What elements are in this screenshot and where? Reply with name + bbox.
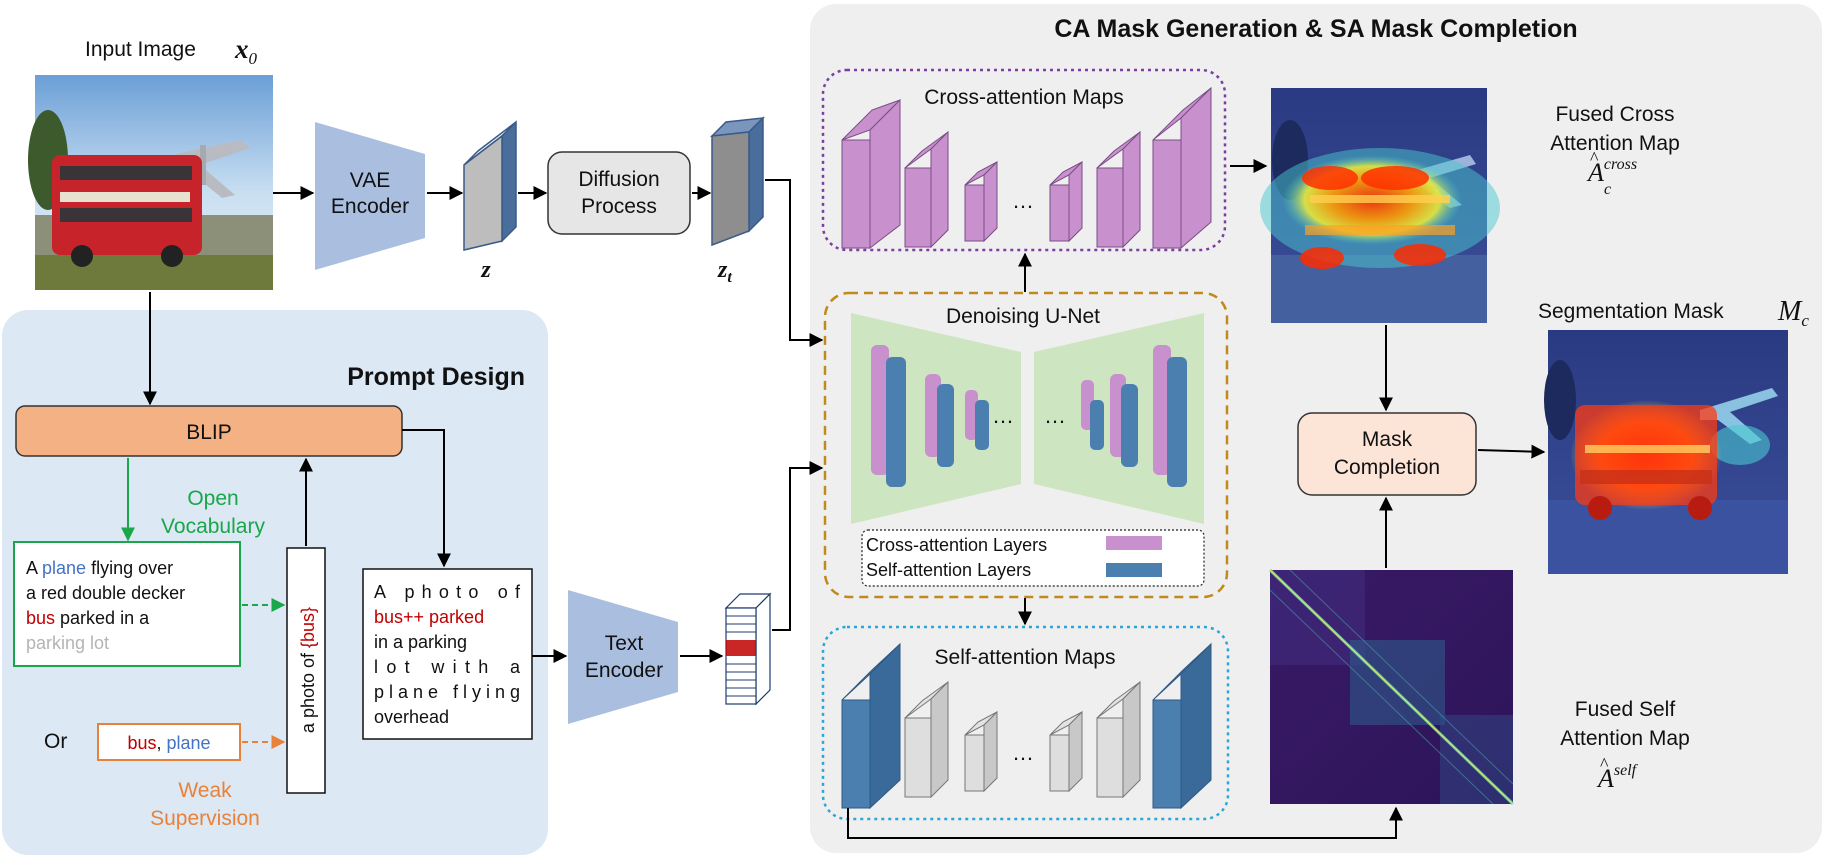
arrow-embedding-to-unet [772, 461, 824, 631]
caption-line-3: bus parked in a [26, 608, 150, 628]
unet-layers [871, 345, 1187, 487]
fused-cross-symbol: Across [1586, 156, 1637, 187]
open-vocab-label-2: Vocabulary [161, 515, 265, 538]
latent-zt-slab [709, 116, 766, 247]
mask-completion-label-2: Completion [1334, 456, 1440, 479]
latent-z-slab [463, 120, 517, 251]
fused-cross-hat: ^ [1590, 148, 1599, 168]
latent-z-label: z [480, 257, 491, 283]
unet-ellipsis-right: … [1044, 403, 1066, 428]
segmentation-symbol: Mc [1777, 296, 1809, 330]
legend-cross-label: Cross-attention Layers [866, 535, 1047, 555]
fused-self-label-1: Fused Self [1575, 698, 1676, 721]
cross-map-slabs [841, 86, 1212, 250]
fused-self-hat: ^ [1600, 754, 1609, 774]
final-prompt-line-6: overhead [374, 707, 449, 727]
legend-cross-swatch [1106, 536, 1162, 550]
self-maps-ellipsis: … [1012, 740, 1034, 765]
cross-maps-title: Cross-attention Maps [924, 86, 1124, 109]
legend-self-label: Self-attention Layers [866, 560, 1031, 580]
legend-self-swatch [1106, 563, 1162, 577]
mask-completion-label-1: Mask [1362, 428, 1413, 451]
open-vocab-label-1: Open [187, 487, 238, 510]
input-image [28, 75, 273, 290]
arrow-self-maps-to-fused [847, 806, 1403, 839]
input-symbol: x0 [234, 34, 258, 68]
caption-line-4: parking lot [26, 633, 109, 653]
input-image-title: Input Image [85, 38, 196, 61]
fused-cross-label-1: Fused Cross [1555, 103, 1674, 126]
cross-maps-ellipsis: … [1012, 188, 1034, 213]
diffusion-process-box [547, 151, 691, 235]
weak-labels-box [97, 723, 241, 761]
arrow-zt-to-unet [765, 179, 824, 347]
cross-maps-box [821, 68, 1227, 252]
final-prompt-box [362, 568, 533, 740]
arrow-mask-completion-to-segmentation [1477, 444, 1546, 459]
fused-self-symbol: Aself [1596, 762, 1639, 793]
template-box [286, 547, 326, 794]
diffusion-label-2: Process [581, 195, 657, 218]
fused-cross-attention-image [1260, 88, 1500, 323]
fused-cross-sub: c [1604, 181, 1611, 198]
final-prompt-line-2: bus++ parked [374, 607, 484, 627]
fused-self-attention-image [1268, 568, 1515, 806]
blip-label: BLIP [186, 421, 232, 444]
vae-encoder-label-2: Encoder [331, 195, 409, 218]
latent-zt-label: zt [717, 257, 732, 286]
fused-self-label-2: Attention Map [1560, 727, 1690, 750]
template-text: a photo of {bus} [298, 607, 318, 733]
mask-completion-box [1297, 412, 1477, 496]
text-embedding-stack [724, 592, 772, 706]
text-encoder-label-2: Encoder [585, 659, 663, 682]
self-maps-title: Self-attention Maps [935, 646, 1116, 669]
weak-supervision-label-1: Weak [178, 779, 232, 802]
final-prompt-line-3: in a parking [374, 632, 467, 652]
segmentation-mask-image [1544, 330, 1788, 574]
weak-supervision-label-2: Supervision [150, 807, 260, 830]
weak-labels-text: bus, plane [127, 733, 210, 753]
text-encoder-shape [568, 590, 678, 724]
text-encoder-label-1: Text [605, 632, 644, 655]
caption-line-2: a red double decker [26, 583, 185, 603]
fused-cross-label-2: Attention Map [1550, 132, 1680, 155]
final-prompt-line-1: A photo of [374, 582, 521, 602]
segmentation-label: Segmentation Mask [1538, 300, 1724, 323]
unet-title: Denoising U-Net [946, 305, 1100, 328]
vae-encoder-label-1: VAE [350, 169, 390, 192]
arrow-blip-to-prompt [402, 429, 451, 568]
vae-encoder-shape [315, 122, 425, 270]
caption-line-1: A plane flying over [26, 558, 173, 578]
caption-box [13, 541, 241, 667]
ca-panel-title: CA Mask Generation & SA Mask Completion [1054, 15, 1577, 43]
prompt-panel-title: Prompt Design [347, 363, 525, 391]
diffusion-label-1: Diffusion [578, 168, 659, 191]
or-label: Or [44, 730, 67, 753]
unet-box [823, 291, 1229, 599]
unet-ellipsis-left: … [992, 403, 1014, 428]
self-map-slabs [841, 642, 1212, 810]
